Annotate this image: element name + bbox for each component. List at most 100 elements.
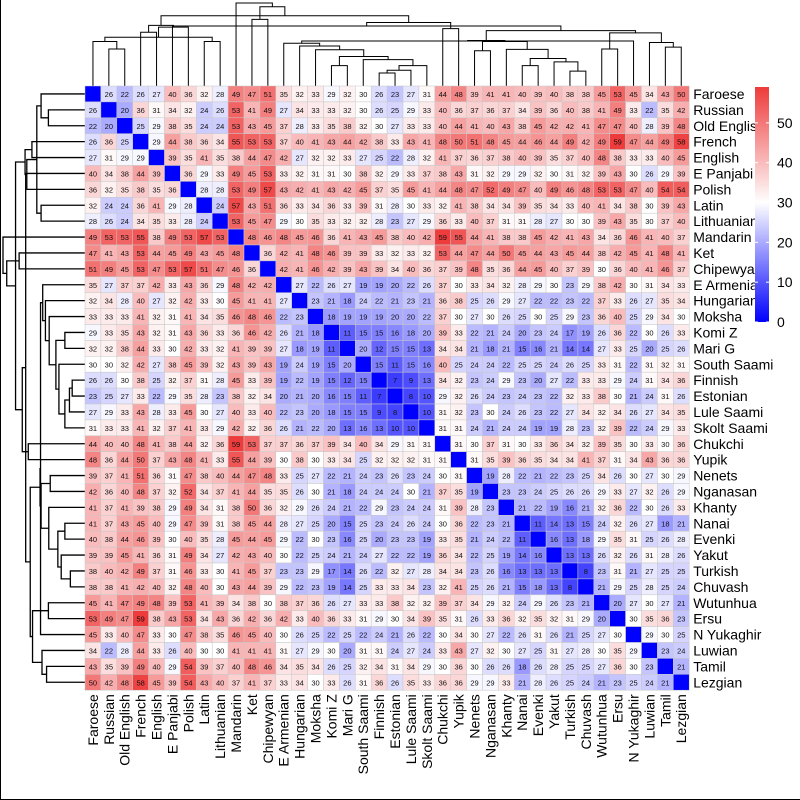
cell-value-label: 39 [359, 201, 367, 210]
cell-value-label: 41 [121, 503, 129, 512]
cell-value-label: 29 [423, 662, 431, 671]
cell-value-label: 22 [550, 297, 558, 306]
cell-value-label: 43 [121, 519, 129, 528]
cell-value-label: 22 [550, 408, 558, 417]
cell-value-label: 19 [423, 535, 431, 544]
cell-value-label: 37 [677, 233, 685, 242]
dendrogram-branch [235, 2, 273, 86]
cell-value-label: 41 [89, 519, 97, 528]
cell-value-label: 23 [470, 567, 478, 576]
cell-value-label: 21 [470, 535, 478, 544]
cell-value-label: 45 [518, 249, 526, 258]
cell-value-label: 41 [343, 233, 351, 242]
cell-value-label: 21 [486, 424, 494, 433]
dendrogram-branch [39, 302, 85, 636]
cell-value-label: 33 [311, 106, 319, 115]
cell-value-label: 48 [470, 265, 478, 274]
cell-value-label: 38 [598, 392, 606, 401]
row-label: Old English [693, 118, 765, 134]
cell-value-label: 42 [232, 424, 240, 433]
cell-value-label: 32 [343, 217, 351, 226]
cell-value-label: 44 [184, 440, 192, 449]
cell-value-label: 51 [89, 265, 97, 274]
cell-value-label: 23 [216, 392, 224, 401]
cell-value-label: 41 [248, 106, 256, 115]
row-label: Moksha [693, 309, 742, 325]
cell-value-label: 41 [152, 201, 160, 210]
cell-value-label: 23 [423, 583, 431, 592]
cell-value-label: 40 [89, 169, 97, 178]
cell-value-label: 22 [280, 313, 288, 322]
cell-value-label: 53 [613, 185, 621, 194]
dendrogram-branch [64, 399, 85, 429]
dendrogram-branch [664, 46, 682, 86]
cell-value-label: 37 [439, 313, 447, 322]
cell-value-label: 29 [661, 169, 669, 178]
cell-value-label: 41 [423, 185, 431, 194]
dendrogram-branch [42, 284, 85, 322]
cell-value-label: 46 [136, 535, 144, 544]
cell-value-label: 33 [200, 297, 208, 306]
cell-value-label: 28 [184, 201, 192, 210]
cell-value-label: 13 [343, 424, 351, 433]
cell-value-label: 32 [502, 599, 510, 608]
cell-value-label: 25 [518, 313, 526, 322]
cell-value-label: 30 [454, 281, 462, 290]
cell-value-label: 30 [613, 392, 621, 401]
cell-value-label: 23 [502, 392, 510, 401]
cell-value-label: 22 [470, 519, 478, 528]
cell-value-label: 24 [518, 599, 526, 608]
cell-value-label: 35 [184, 122, 192, 131]
cell-value-label: 22 [89, 122, 97, 131]
cell-value-label: 34 [454, 551, 462, 560]
cell-value-label: 35 [613, 535, 621, 544]
cell-value-label: 28 [661, 551, 669, 560]
cell-value-label: 27 [645, 567, 653, 576]
cell-value-label: 48 [184, 583, 192, 592]
cell-value-label: 23 [534, 328, 542, 337]
cell-value-label: 20 [613, 599, 621, 608]
cell-value-label: 28 [534, 217, 542, 226]
cell-value-label: 45 [534, 122, 542, 131]
cell-value-label: 13 [566, 535, 574, 544]
cell-value-label: 36 [439, 297, 447, 306]
cell-value-label: 31 [359, 678, 367, 687]
cell-value-label: 25 [629, 344, 637, 353]
cell-value-label: 37 [598, 456, 606, 465]
cell-value-label: 40 [264, 408, 272, 417]
cell-value-label: 25 [518, 360, 526, 369]
cell-value-label: 57 [184, 265, 192, 274]
cell-value-label: 44 [534, 249, 542, 258]
cell-value-label: 25 [136, 122, 144, 131]
cell-value-label: 39 [534, 154, 542, 163]
cell-value-label: 41 [105, 249, 113, 258]
cell-value-label: 19 [375, 313, 383, 322]
cell-value-label: 43 [136, 408, 144, 417]
cell-value-label: 26 [375, 106, 383, 115]
dendrogram-branch [140, 31, 158, 86]
cell-value-label: 35 [121, 185, 129, 194]
cell-value-label: 21 [598, 583, 606, 592]
cell-value-label: 25 [629, 313, 637, 322]
cell-value-label: 26 [566, 487, 574, 496]
cell-value-label: 48 [486, 138, 494, 147]
cell-value-label: 40 [105, 440, 113, 449]
cell-value-label: 20 [359, 344, 367, 353]
cell-value-label: 35 [550, 154, 558, 163]
cell-value-label: 37 [184, 376, 192, 385]
cell-value-label: 48 [121, 678, 129, 687]
cell-value-label: 36 [89, 185, 97, 194]
cell-value-label: 33 [200, 344, 208, 353]
cell-value-label: 41 [264, 646, 272, 655]
cell-value-label: 27 [470, 313, 478, 322]
dendrogram-branch [57, 530, 65, 568]
cell-value-label: 31 [375, 201, 383, 210]
heatmap-cell [386, 387, 404, 405]
cell-value-label: 32 [89, 201, 97, 210]
cell-value-label: 29 [470, 678, 478, 687]
cell-value-label: 27 [645, 519, 653, 528]
cell-value-label: 22 [327, 631, 335, 640]
cell-value-label: 39 [454, 265, 462, 274]
cell-value-label: 33 [407, 169, 415, 178]
cell-value-label: 43 [168, 615, 176, 624]
